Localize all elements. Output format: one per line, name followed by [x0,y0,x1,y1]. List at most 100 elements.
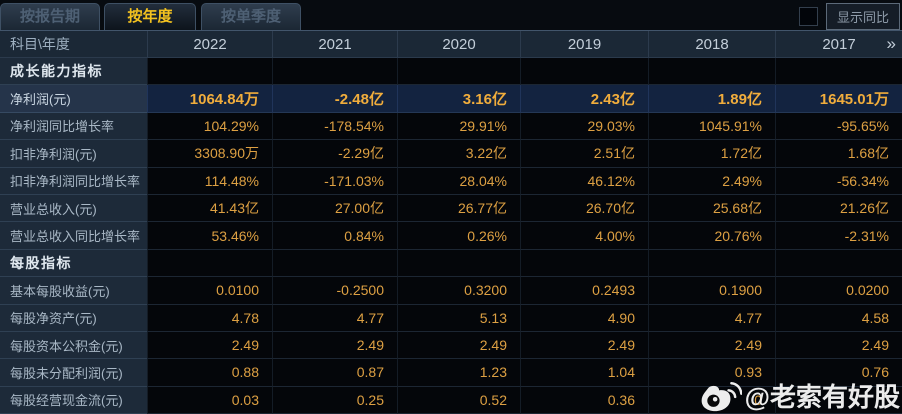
row-label: 每股未分配利润(元) [0,359,147,387]
value-cell: 0.36 [520,386,648,414]
table-row: 每股资本公积金(元) 2.49 2.49 2.49 2.49 2.49 2.49 [0,331,902,360]
value-cell: -2.48亿 [272,85,397,113]
year-column-header: 2019 [520,31,648,57]
value-cell: 5.13 [397,304,520,332]
row-label: 基本每股收益(元) [0,277,147,305]
value-cell: 25.68亿 [648,194,775,223]
value-cell: 46.12% [520,167,648,195]
value-cell: 41.43亿 [147,194,272,223]
value-cell: 0.93 [648,359,775,387]
value-cell [775,249,902,278]
row-label: 每股净资产(元) [0,304,147,332]
value-cell: 1045.91% [648,112,775,141]
value-cell: 26.70亿 [520,194,648,223]
value-cell: 1.89亿 [648,85,775,113]
value-cell: 0.84% [272,222,397,250]
value-cell [397,249,520,278]
row-label: 每股资本公积金(元) [0,331,147,360]
value-cell: 0.87 [272,359,397,387]
value-cell: 2.49 [520,331,648,360]
value-cell: -95.65% [775,112,902,141]
value-cell: 114.48% [147,167,272,195]
table-row: 扣非净利润(元) 3308.90万 -2.29亿 3.22亿 2.51亿 1.72亿 1.6… [0,140,902,168]
section-row: 每股指标 [0,249,902,278]
value-cell: 0.2493 [520,277,648,305]
tab-by-report-period[interactable]: 按报告期 [0,3,100,30]
value-cell: 0.03 [147,386,272,414]
value-cell: 0.0100 [147,277,272,305]
value-cell: 3.22亿 [397,140,520,168]
value-cell: 104.29% [147,112,272,141]
table-row: 每股净资产(元) 4.78 4.77 5.13 4.90 4.77 4.58 [0,304,902,332]
value-cell [272,58,397,86]
table-row: 净利润同比增长率 104.29% -178.54% 29.91% 29.03% 1045.… [0,112,902,141]
value-cell: 4.77 [272,304,397,332]
value-cell: -2.29亿 [272,140,397,168]
value-cell: -2.31% [775,222,902,250]
value-cell: 0 [648,386,775,414]
row-label: 扣非净利润(元) [0,140,147,168]
value-cell [147,249,272,278]
value-cell: -171.03% [272,167,397,195]
row-label: 营业总收入(元) [0,194,147,223]
value-cell: 0.3200 [397,277,520,305]
value-cell [397,58,520,86]
corner-label: 科目\年度 [10,36,70,52]
value-cell: 1.23 [397,359,520,387]
section-label: 每股指标 [0,249,147,278]
value-cell: 4.58 [775,304,902,332]
value-cell: 29.91% [397,112,520,141]
value-cell: 21.26亿 [775,194,902,223]
tab-by-year[interactable]: 按年度 [104,3,196,30]
row-label: 扣非净利润同比增长率 [0,167,147,195]
value-cell: 27.00亿 [272,194,397,223]
value-cell [775,58,902,86]
value-cell: 3.16亿 [397,85,520,113]
value-cell: 4.78 [147,304,272,332]
value-cell: 0.1900 [648,277,775,305]
tab-by-quarter[interactable]: 按单季度 [201,3,301,30]
table-header-row: 科目\年度 2022 2021 2020 2019 2018 2017» [0,30,902,58]
row-label: 净利润(元) [0,85,147,113]
show-yoy-checkbox[interactable] [798,7,818,26]
table-body: 成长能力指标 净利润(元) 1064.84万 -2.48亿 3.16亿 2.43亿 1.89… [0,58,902,414]
value-cell: -0.2500 [272,277,397,305]
more-years-icon[interactable]: » [886,34,896,53]
row-label: 每股经营现金流(元) [0,386,147,414]
value-cell: 26.77亿 [397,194,520,223]
value-cell: 4.00% [520,222,648,250]
table-row: 基本每股收益(元) 0.0100 -0.2500 0.3200 0.2493 0.1900… [0,277,902,305]
value-cell: 4.77 [648,304,775,332]
year-column-header: 2022 [147,31,272,57]
section-row: 成长能力指标 [0,58,902,86]
value-cell [272,249,397,278]
value-cell: 53.46% [147,222,272,250]
year-column-header: 2020 [397,31,520,57]
value-cell: 1645.01万 [775,85,902,113]
value-cell: 4.90 [520,304,648,332]
value-cell: 1.04 [520,359,648,387]
show-yoy-toggle[interactable]: 显示同比 [825,3,900,30]
value-cell [520,58,648,86]
value-cell [147,58,272,86]
value-cell: 20.76% [648,222,775,250]
value-cell: 1064.84万 [147,85,272,113]
value-cell [520,249,648,278]
period-tab-bar: 按报告期 按年度 按单季度 显示同比 [0,0,902,30]
row-label: 净利润同比增长率 [0,112,147,141]
year-column-header: 2018 [648,31,775,57]
value-cell: 3308.90万 [147,140,272,168]
value-cell: 0.0200 [775,277,902,305]
value-cell: 0.88 [147,359,272,387]
value-cell: 2.49 [775,331,902,360]
value-cell: 2.49 [272,331,397,360]
value-cell: 2.49% [648,167,775,195]
value-cell: -178.54% [272,112,397,141]
table-row: 净利润(元) 1064.84万 -2.48亿 3.16亿 2.43亿 1.89亿 1645.… [0,85,902,113]
value-cell: 2.49 [397,331,520,360]
value-cell: 28.04% [397,167,520,195]
value-cell: 0.25 [272,386,397,414]
value-cell: -56.34% [775,167,902,195]
table-row: 每股经营现金流(元) 0.03 0.25 0.52 0.36 0 [0,386,902,414]
